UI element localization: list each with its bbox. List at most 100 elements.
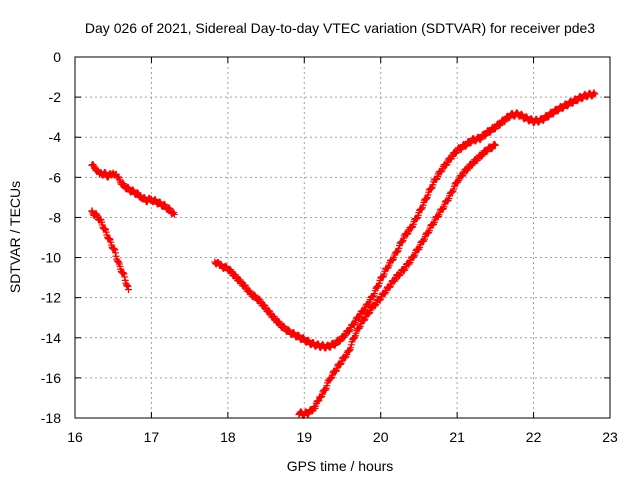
data-point [341,354,349,362]
data-point [345,327,353,335]
data-point [227,266,235,274]
data-point [119,269,127,277]
data-point [232,271,239,279]
data-point [350,320,358,328]
y-tick-label: -6 [49,169,62,185]
data-point [371,302,379,310]
data-point [360,316,368,324]
data-point [120,180,128,188]
x-tick-label: 16 [67,429,83,445]
data-point [590,89,598,97]
data-point [101,169,109,177]
data-point [391,277,399,285]
data-point [110,245,118,253]
y-tick-label: -8 [49,209,62,225]
plot-frame [74,56,611,419]
data-point [121,273,129,281]
data-point [347,341,355,349]
data-point [129,186,137,194]
data-point [491,141,499,149]
data-point [381,290,389,298]
data-point [336,360,344,368]
x-tick-label: 21 [449,429,465,445]
x-tick-label: 23 [602,429,618,445]
series-track-1 [88,161,178,218]
data-point [413,215,421,223]
y-tick-label: -16 [41,370,61,386]
data-point [386,283,394,291]
data-point [285,326,293,334]
x-tick-label: 20 [373,429,389,445]
data-point [327,374,335,382]
data-point [518,110,526,118]
data-point [251,291,259,299]
data-point [448,188,456,196]
data-point [491,140,499,148]
data-point [261,301,269,309]
y-tick-label: -12 [41,290,61,306]
data-point [591,90,599,98]
series-track-2 [88,207,132,294]
data-point [405,260,413,268]
y-tick-label: -2 [49,89,62,105]
chart-title: Day 026 of 2021, Sidereal Day-to-day VTE… [85,20,595,36]
data-point [395,272,403,280]
y-axis-label: SDTVAR / TECUs [7,181,23,293]
data-point [275,318,283,326]
data-point [331,341,339,349]
data-point [459,172,467,180]
data-point [486,128,494,136]
data-point [365,310,373,318]
data-point [246,287,254,295]
data-point [482,131,490,139]
data-point [410,253,418,261]
data-point [398,238,406,246]
data-point [332,367,340,375]
data-point [351,333,359,341]
data-point [290,329,298,337]
data-point [464,166,472,174]
data-point [347,344,355,352]
data-point [454,178,462,186]
data-point [256,296,264,304]
data-point [483,147,491,155]
data-point [101,225,109,233]
data-point [488,145,496,153]
data-point [473,156,481,164]
data-point [111,249,119,257]
data-point [123,281,131,289]
data-point [427,185,435,193]
data-point [236,276,244,284]
data-point [462,142,470,150]
x-tick-label: 19 [296,429,312,445]
data-point [304,410,312,418]
axis-ticks: 16 17 18 19 20 21 22 23 0 -2 -4 -6 -8 -10 -12 -14 -16 -18 [41,49,618,445]
data-point [408,223,416,231]
data-point [115,258,123,266]
data-point [341,333,349,341]
data-point [379,273,387,281]
x-tick-label: 17 [144,429,160,445]
data-point [336,338,344,346]
y-tick-label: -14 [41,330,61,346]
y-tick-label: -4 [49,129,62,145]
data-point [400,266,408,274]
data-point [468,161,476,169]
data-point [304,336,312,344]
data-point [88,207,96,215]
series-track-3 [211,89,599,352]
data-point [295,331,303,339]
y-tick-label: -10 [41,250,61,266]
data-point [280,322,288,330]
data-point [161,201,169,209]
data-point [376,296,384,304]
y-tick-label: -18 [41,410,61,426]
data-point [322,386,330,394]
data-point [106,235,114,243]
x-tick-label: 18 [220,429,236,445]
data-point [369,293,377,301]
data-point [300,334,308,342]
data-point [241,282,249,290]
data-point [170,210,178,218]
